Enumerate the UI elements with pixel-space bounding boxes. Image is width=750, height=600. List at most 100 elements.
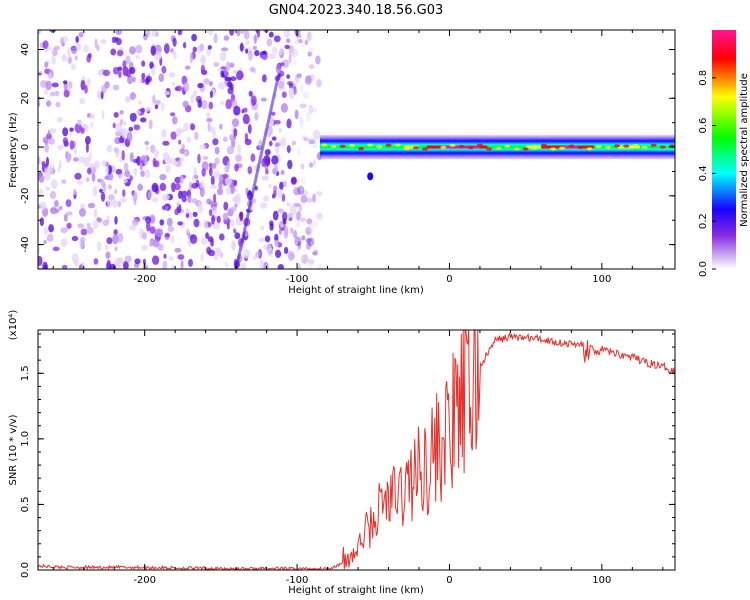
noise-blob — [201, 168, 206, 177]
noise-blob — [45, 186, 51, 192]
noise-blob — [197, 153, 201, 164]
noise-blob — [86, 226, 94, 234]
noise-blob — [93, 160, 101, 170]
noise-blob — [271, 136, 277, 141]
noise-blob — [288, 213, 293, 219]
noise-blob — [84, 84, 88, 94]
noise-blob — [117, 66, 123, 72]
noise-blob — [145, 216, 152, 225]
noise-blob — [273, 35, 281, 43]
noise-blob — [133, 196, 137, 206]
noise-blob — [242, 248, 251, 259]
noise-blob — [86, 223, 91, 228]
noise-blob — [277, 264, 284, 269]
noise-blob — [139, 161, 143, 171]
noise-blob — [80, 228, 88, 236]
noise-blob — [272, 46, 278, 54]
noise-blob — [311, 220, 319, 228]
noise-blob — [161, 194, 170, 202]
noise-blob — [101, 110, 105, 120]
noise-blob — [96, 241, 102, 252]
noise-blob — [79, 97, 86, 105]
noise-blob — [220, 101, 225, 106]
noise-blob — [182, 100, 189, 109]
noise-blob — [154, 160, 160, 168]
noise-blob — [159, 182, 167, 192]
noise-blob — [293, 36, 300, 46]
signal-dot — [559, 146, 566, 150]
noise-blob — [219, 51, 227, 62]
noise-blob — [49, 128, 57, 134]
noise-blob — [140, 154, 148, 161]
signal-dot — [522, 147, 529, 151]
noise-blob — [230, 206, 237, 212]
noise-blob — [38, 30, 41, 35]
noise-blob — [172, 37, 177, 47]
noise-blob — [274, 163, 278, 174]
noise-blob — [90, 122, 94, 128]
noise-blob — [185, 227, 190, 235]
noise-blob — [112, 234, 119, 245]
noise-blob — [50, 179, 58, 190]
noise-blob — [247, 123, 252, 134]
noise-blob — [197, 99, 203, 108]
noise-blob — [124, 255, 132, 263]
noise-blob — [242, 113, 250, 125]
signal-dot — [486, 147, 493, 151]
noise-blob — [43, 239, 47, 245]
noise-blob — [105, 166, 109, 175]
noise-blob — [102, 69, 111, 77]
noise-blob — [149, 241, 154, 247]
noise-blob — [75, 42, 82, 51]
noise-blob — [66, 222, 72, 229]
noise-blob — [261, 158, 267, 168]
signal-dot — [604, 145, 611, 150]
noise-blob — [112, 122, 116, 129]
noise-blob — [203, 265, 210, 269]
signal-dot — [476, 143, 483, 147]
snr-y-tick-label: 0.0 — [20, 562, 31, 578]
noise-blob — [106, 237, 113, 245]
noise-blob — [191, 198, 198, 204]
noise-blob — [309, 136, 316, 145]
noise-blob — [313, 129, 321, 140]
noise-blob — [281, 193, 286, 202]
noise-blob — [142, 232, 147, 240]
noise-blob — [308, 139, 315, 145]
noise-blob — [166, 217, 173, 227]
noise-blob — [152, 255, 160, 265]
spectrogram-x-tick-label: -200 — [133, 274, 156, 285]
noise-blob — [197, 203, 204, 214]
noise-blob — [47, 138, 56, 145]
noise-blob — [233, 195, 241, 205]
noise-blob — [263, 261, 269, 269]
noise-blob — [119, 119, 124, 126]
noise-blob — [117, 200, 122, 208]
noise-blob — [171, 235, 175, 244]
noise-blob — [212, 138, 219, 146]
noise-blob — [145, 145, 149, 151]
noise-blob — [218, 181, 223, 190]
noise-blob — [251, 99, 256, 106]
noise-streak — [234, 73, 281, 269]
noise-blob — [135, 110, 141, 115]
noise-blob — [294, 76, 301, 84]
noise-blob — [93, 208, 98, 218]
noise-blob — [138, 100, 143, 105]
noise-blob — [252, 46, 257, 50]
noise-blob — [307, 260, 314, 268]
noise-blob — [183, 122, 189, 132]
noise-blob — [193, 167, 198, 177]
noise-blob — [224, 77, 232, 82]
noise-blob — [216, 188, 224, 196]
noise-blob — [237, 144, 241, 155]
snr-x-tick-label: 100 — [592, 575, 611, 586]
noise-blob — [245, 48, 249, 54]
snr-y-tick-label: 1.5 — [20, 365, 31, 381]
noise-blob — [162, 260, 168, 269]
noise-blob — [224, 261, 228, 268]
snr-x-tick-label: -200 — [133, 575, 156, 586]
noise-blob — [123, 260, 129, 269]
noise-blob — [154, 51, 162, 61]
spectrogram-x-tick-label: -100 — [286, 274, 309, 285]
